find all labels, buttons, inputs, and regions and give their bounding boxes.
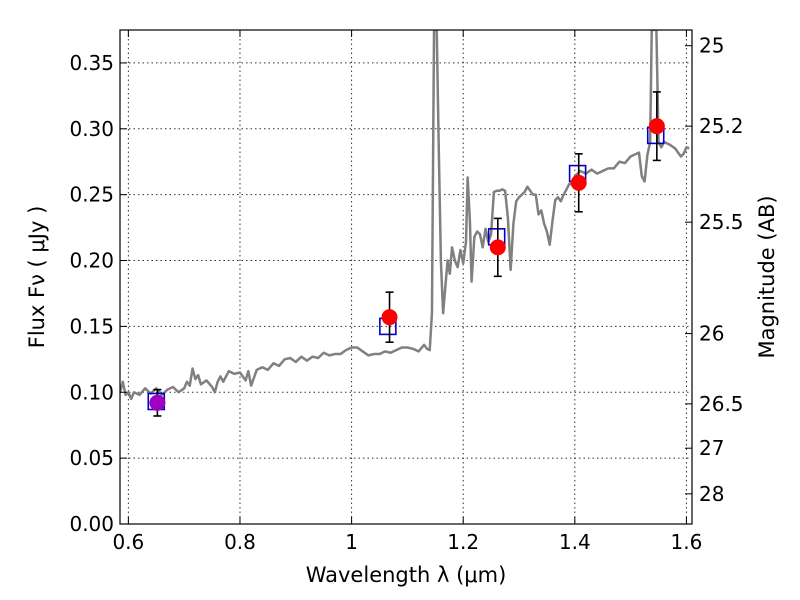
y-tick-label: 0.30 xyxy=(69,117,114,141)
x-tick-label: 0.8 xyxy=(224,530,256,554)
x-tick-label: 1.2 xyxy=(447,530,479,554)
magnitude-tick-label: 25.5 xyxy=(699,210,744,234)
photometry-point xyxy=(570,174,587,191)
magnitude-tick-label: 25 xyxy=(699,34,724,58)
plot-frame xyxy=(119,29,693,525)
y-tick-label: 0.10 xyxy=(69,380,114,404)
x-tick-label: 0.6 xyxy=(112,530,144,554)
spectrum-line xyxy=(120,30,690,401)
y-tick-label: 0.00 xyxy=(69,512,114,536)
x-axis-label: Wavelength λ (μm) xyxy=(306,563,507,587)
magnitude-tick-label: 25.2 xyxy=(699,114,744,138)
y-tick-label: 0.15 xyxy=(69,314,114,338)
y-axis-label: Flux Fν ( μJy ) xyxy=(25,206,49,349)
y-tick-label: 0.05 xyxy=(69,446,114,470)
photometry-point xyxy=(489,239,506,256)
axis-tick-labels: 0.6 0.8 1 1.2 1.4 1.6 0.00 0.05 0.10 0.15 0.20 0.25… xyxy=(69,34,743,554)
x-tick-label: 1.6 xyxy=(671,530,703,554)
x-tick-label: 1 xyxy=(345,530,358,554)
photometry-point xyxy=(648,118,665,135)
x-tick-label: 1.4 xyxy=(559,530,591,554)
magnitude-tick-label: 28 xyxy=(699,482,724,506)
y-tick-label: 0.35 xyxy=(69,51,114,75)
magnitude-tick-label: 26.5 xyxy=(699,392,744,416)
magnitude-tick-label: 26 xyxy=(699,322,724,346)
grid xyxy=(120,30,692,525)
axis-ticks xyxy=(120,30,692,525)
y-tick-label: 0.25 xyxy=(69,183,114,207)
y-tick-label: 0.20 xyxy=(69,249,114,273)
plot-area xyxy=(120,30,690,417)
magnitude-tick-label: 27 xyxy=(699,436,724,460)
magnitude-axis-label: Magnitude (AB) xyxy=(755,195,779,358)
photometry-point xyxy=(381,309,398,326)
photometry-point xyxy=(149,394,166,411)
